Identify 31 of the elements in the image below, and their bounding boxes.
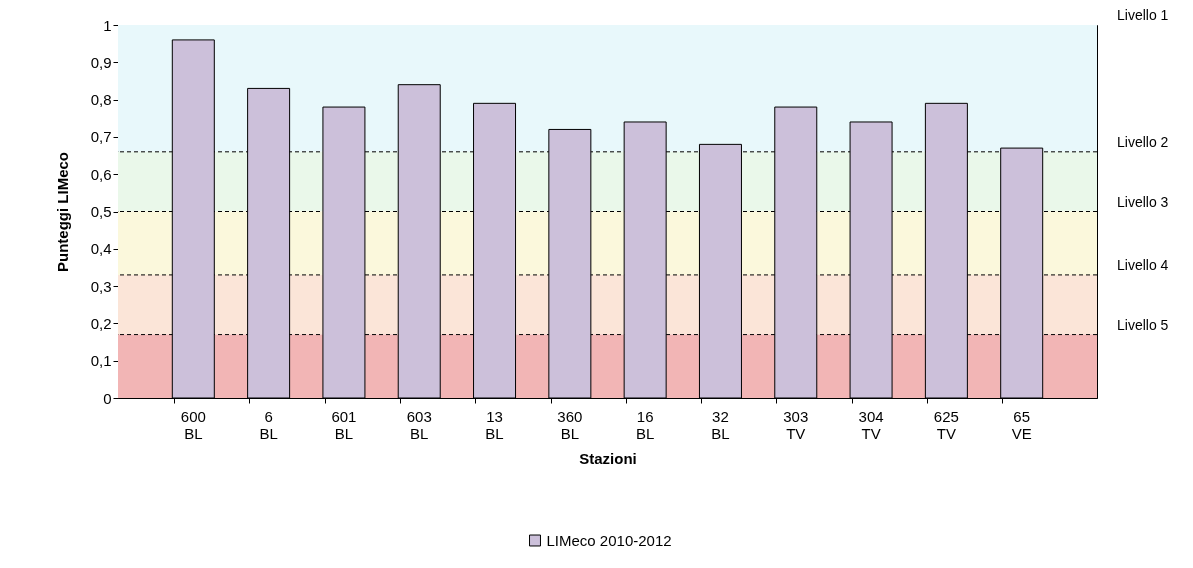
x-tick-label: 304 TV [858,407,884,442]
x-axis-title: Stazioni [579,449,637,467]
band-label: Livello 5 [1117,316,1169,333]
band-label: Livello 4 [1117,256,1169,273]
x-tick-label: 603 BL [406,407,432,442]
x-tick-label: 65 VE [1011,407,1032,442]
y-tick-label: 1 [103,16,112,34]
y-tick-label: 0,1 [90,352,112,370]
y-tick-label: 0,2 [90,314,112,332]
x-tick-label: 360 BL [557,407,583,442]
x-tick-label: 625 TV [933,407,959,442]
band-label: Livello 2 [1117,133,1169,150]
y-tick-label: 0,8 [90,91,112,109]
x-tick-label: 303 TV [783,407,809,442]
x-tick-label: 32 BL [711,407,730,442]
x-tick-label: 601 BL [331,407,357,442]
y-tick-label: 0,4 [90,240,112,258]
band-label: Livello 1 [1117,7,1169,23]
x-tick-label: 6 BL [259,407,278,442]
y-tick-label: 0,9 [90,53,112,71]
y-tick-label: 0,5 [90,203,112,220]
y-tick-label: 0,6 [90,165,112,183]
y-axis-title: Punteggi LIMeco [53,152,71,272]
y-tick-label: 0,3 [90,277,112,295]
x-tick-label: 13 BL [485,407,504,442]
y-tick-label: 0 [103,389,112,407]
y-tick-label: 0,7 [90,128,112,146]
legend-label: LIMeco 2010-2012 [546,531,672,549]
x-tick-label: 16 BL [635,407,655,442]
x-tick-label: 600 BL [180,407,206,442]
band-label: Livello 3 [1117,193,1169,210]
